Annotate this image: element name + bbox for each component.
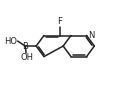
- Text: F: F: [57, 17, 62, 26]
- Text: HO: HO: [4, 37, 17, 46]
- Text: OH: OH: [20, 53, 33, 62]
- Text: N: N: [88, 31, 94, 40]
- Text: B: B: [22, 42, 28, 51]
